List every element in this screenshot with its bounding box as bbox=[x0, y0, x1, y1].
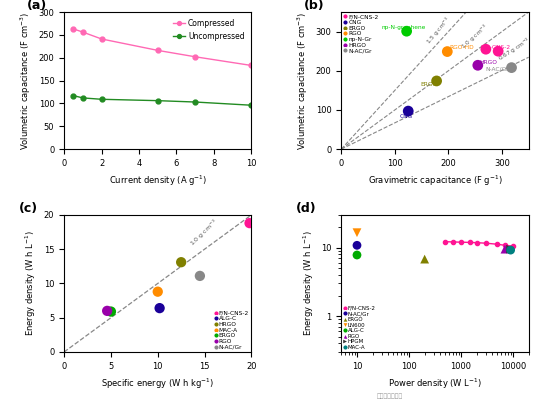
X-axis label: Current density (A g$^{-1}$): Current density (A g$^{-1}$) bbox=[108, 173, 207, 188]
Text: 1.5 g cm$^{-3}$: 1.5 g cm$^{-3}$ bbox=[425, 14, 454, 46]
Text: (d): (d) bbox=[296, 202, 317, 215]
Text: (a): (a) bbox=[27, 0, 47, 12]
Text: RGO-HD: RGO-HD bbox=[450, 45, 474, 50]
Text: np-N-graphene: np-N-graphene bbox=[381, 25, 426, 30]
Text: N-AC/Gr: N-AC/Gr bbox=[486, 67, 509, 72]
Y-axis label: Volumetric capacitance (F cm$^{-3}$): Volumetric capacitance (F cm$^{-3}$) bbox=[296, 11, 310, 150]
Legend: Compressed, Uncompressed: Compressed, Uncompressed bbox=[170, 16, 248, 44]
Compressed bbox=[80, 30, 86, 34]
Point bbox=[506, 246, 515, 252]
Point bbox=[482, 46, 490, 52]
Point bbox=[506, 247, 515, 253]
X-axis label: Gravimetric capacitance (F g$^{-1}$): Gravimetric capacitance (F g$^{-1}$) bbox=[367, 173, 502, 188]
Point bbox=[107, 308, 115, 315]
Text: (c): (c) bbox=[19, 202, 38, 215]
Text: (b): (b) bbox=[304, 0, 325, 12]
Compressed bbox=[98, 36, 105, 41]
Line: Uncompressed: Uncompressed bbox=[71, 93, 254, 108]
Point bbox=[420, 256, 429, 262]
Y-axis label: Energy density (W h L$^{-1}$): Energy density (W h L$^{-1}$) bbox=[24, 230, 38, 336]
Point bbox=[402, 28, 411, 34]
Uncompressed bbox=[154, 98, 161, 103]
Line: Compressed: Compressed bbox=[71, 26, 254, 68]
Point bbox=[353, 230, 362, 236]
Point bbox=[353, 242, 362, 248]
X-axis label: Specific energy (W h kg$^{-1}$): Specific energy (W h kg$^{-1}$) bbox=[101, 376, 214, 391]
Text: HRGO: HRGO bbox=[480, 60, 497, 65]
Point bbox=[404, 108, 412, 114]
Compressed bbox=[154, 48, 161, 53]
Point bbox=[501, 246, 509, 252]
Point bbox=[153, 288, 162, 295]
Text: CNG: CNG bbox=[399, 114, 412, 119]
Point bbox=[353, 252, 362, 258]
Point bbox=[103, 308, 112, 314]
Legend: F/N-CNS-2, ALG-C, HRGO, MAC-A, ERGO, RGO, N-AC/Gr: F/N-CNS-2, ALG-C, HRGO, MAC-A, ERGO, RGO… bbox=[214, 310, 250, 350]
Point bbox=[443, 48, 452, 55]
Uncompressed bbox=[80, 96, 86, 100]
Text: 科技论析与应用: 科技论析与应用 bbox=[376, 394, 403, 399]
Y-axis label: Energy density (W h L$^{-1}$): Energy density (W h L$^{-1}$) bbox=[301, 230, 316, 336]
Point bbox=[195, 273, 204, 279]
Legend: F/N-CNS-2, N-AC/Gr, ERGO, LN600, ALG-C, RGO, HPGM, MAC-A: F/N-CNS-2, N-AC/Gr, ERGO, LN600, ALG-C, … bbox=[343, 305, 376, 350]
Uncompressed bbox=[192, 100, 199, 104]
Point bbox=[155, 305, 164, 311]
Legend: F/N-CNS-2, CNG, ERGO, RGO, np-N-Gr, HRGO, N-AC/Gr: F/N-CNS-2, CNG, ERGO, RGO, np-N-Gr, HRGO… bbox=[343, 14, 379, 54]
Uncompressed bbox=[98, 97, 105, 102]
Point bbox=[433, 78, 441, 84]
Text: 1.0 g cm$^{-3}$: 1.0 g cm$^{-3}$ bbox=[188, 217, 221, 249]
Point bbox=[494, 48, 502, 54]
Text: 0.67 g cm$^{-3}$: 0.67 g cm$^{-3}$ bbox=[497, 35, 533, 64]
X-axis label: Power density (W L$^{-1}$): Power density (W L$^{-1}$) bbox=[388, 376, 482, 391]
Point bbox=[507, 64, 516, 71]
Text: F,N-CNS-2: F,N-CNS-2 bbox=[481, 44, 511, 50]
Y-axis label: Volumetric capacitance (F cm$^{-3}$): Volumetric capacitance (F cm$^{-3}$) bbox=[19, 11, 33, 150]
Point bbox=[177, 259, 185, 266]
Text: 1.0 g cm$^{-3}$: 1.0 g cm$^{-3}$ bbox=[459, 22, 491, 52]
Compressed bbox=[192, 54, 199, 59]
Point bbox=[245, 220, 254, 226]
Uncompressed bbox=[70, 93, 77, 98]
Uncompressed bbox=[248, 103, 255, 108]
Text: ERGO: ERGO bbox=[421, 82, 438, 87]
Compressed bbox=[70, 26, 77, 31]
Compressed bbox=[248, 63, 255, 68]
Point bbox=[474, 62, 482, 68]
